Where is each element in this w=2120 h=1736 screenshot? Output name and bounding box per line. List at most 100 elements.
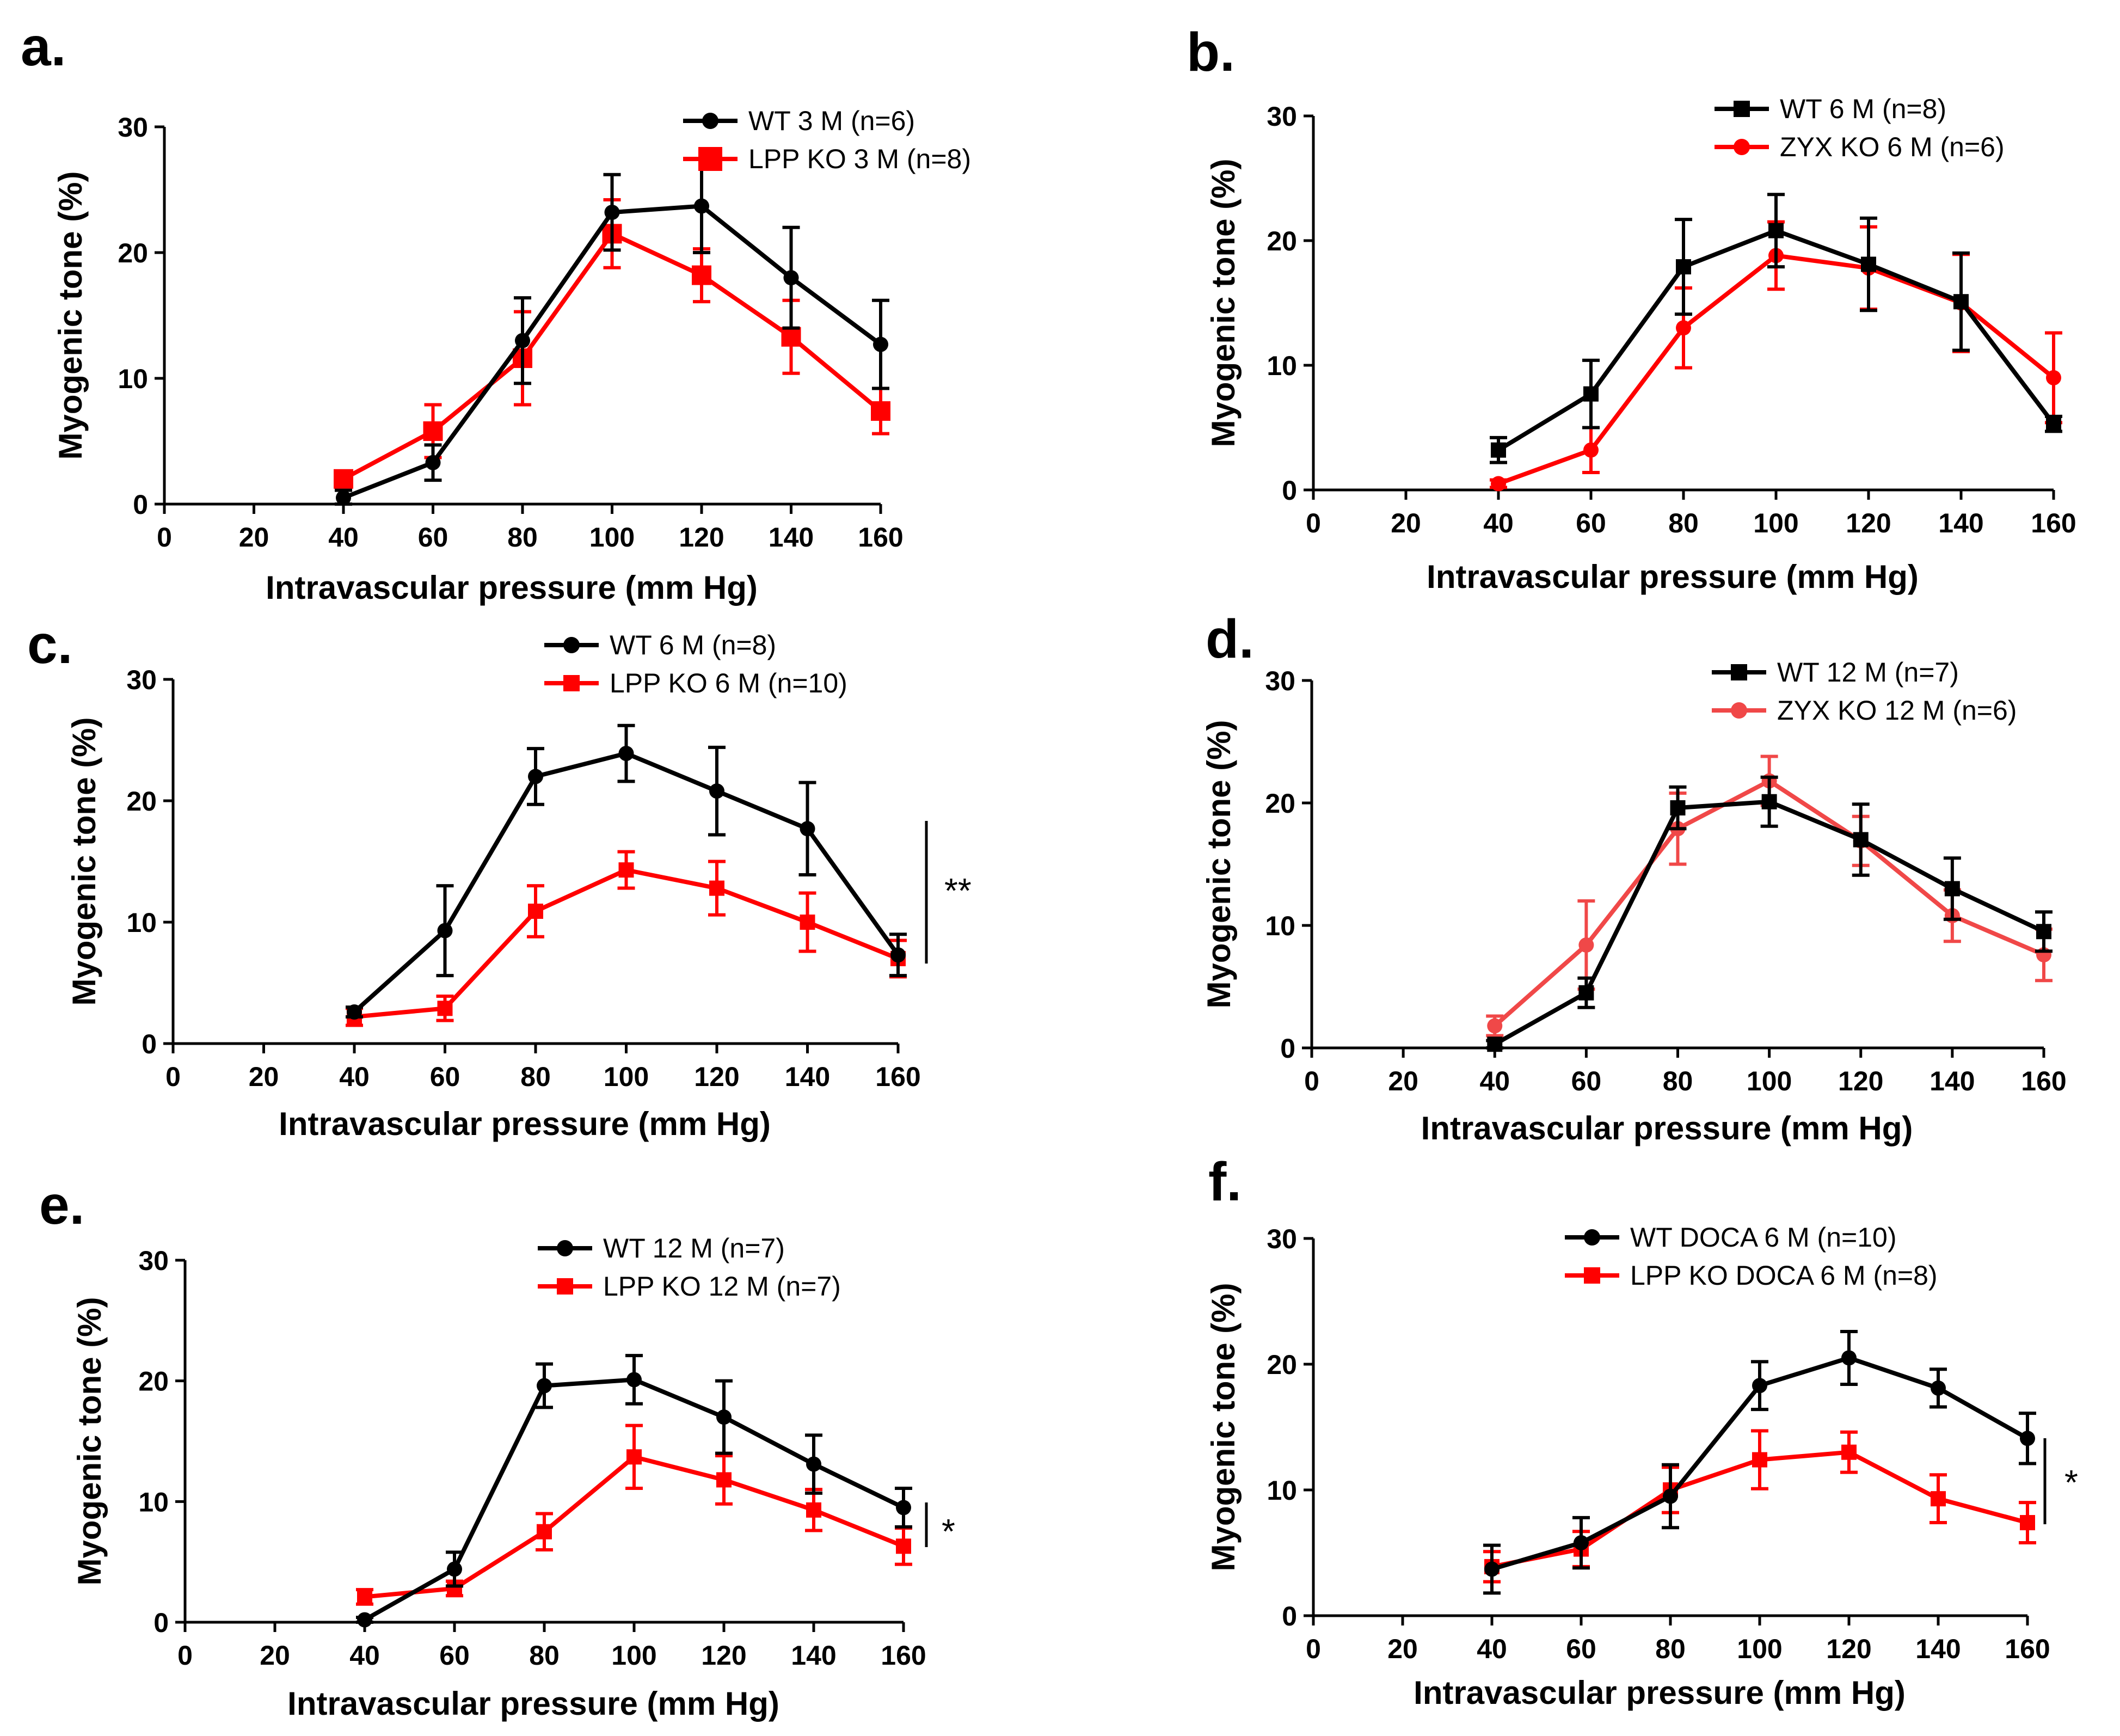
x-tick-label: 20 [239,522,269,553]
y-axis-title: Myogenic tone (%) [52,171,89,459]
data-point [1944,881,1960,897]
legend-item: ZYX KO 6 M (n=6) [1715,132,2005,162]
data-point [1841,1350,1857,1366]
x-tick-label: 100 [589,522,635,553]
series-wt [1486,775,2053,1052]
legend-item: WT DOCA 6 M (n=10) [1565,1222,1896,1253]
legend-label: LPP KO 12 M (n=7) [603,1271,841,1302]
y-tick-label: 20 [1267,226,1297,256]
legend-marker [1584,1267,1600,1284]
data-point [781,327,801,347]
x-tick-label: 140 [769,522,814,553]
x-tick-label: 100 [1737,1634,1782,1664]
series-ko [1483,1429,2036,1584]
data-point [1487,1036,1503,1052]
data-point [1676,259,1691,275]
y-tick-label: 10 [1267,1475,1297,1506]
y-tick-label: 30 [1267,1224,1297,1254]
legend-item: WT 6 M (n=8) [1715,94,1946,124]
data-point [1583,386,1599,402]
data-point [447,1561,462,1577]
x-tick-label: 140 [791,1640,836,1671]
data-point [694,198,709,214]
x-tick-label: 20 [1391,508,1421,538]
series-wt [335,158,889,506]
data-point [2046,416,2061,432]
legend-label: LPP KO DOCA 6 M (n=8) [1630,1260,1938,1291]
data-point [357,1612,372,1628]
data-point [873,336,888,352]
x-tick-label: 120 [1826,1634,1871,1664]
y-tick-label: 10 [126,907,157,938]
data-point [2020,1431,2035,1446]
x-axis-title: Intravascular pressure (mm Hg) [1427,559,1919,595]
x-tick-label: 0 [157,522,172,553]
legend-item: LPP KO 3 M (n=8) [683,144,971,174]
data-point [537,1378,552,1394]
x-tick-label: 0 [1306,1634,1321,1664]
data-point [871,401,890,421]
data-point [2046,370,2061,385]
panel-label: e. [39,1175,84,1236]
data-point [357,1589,372,1605]
x-tick-label: 60 [430,1062,460,1092]
legend-label: ZYX KO 6 M (n=6) [1780,132,2005,162]
legend-label: WT DOCA 6 M (n=10) [1630,1222,1896,1253]
data-point [1752,1452,1767,1468]
y-tick-label: 0 [133,489,148,520]
data-point [1574,1535,1589,1551]
legend-marker [557,1278,573,1295]
data-point [1841,1444,1857,1460]
legend-label: WT 6 M (n=8) [610,630,776,660]
legend-marker [1731,664,1747,680]
x-axis-title: Intravascular pressure (mm Hg) [266,569,758,606]
y-tick-label: 0 [1282,475,1297,506]
data-point [806,1456,821,1472]
x-tick-label: 120 [1838,1066,1883,1096]
legend-item: WT 12 M (n=7) [538,1233,785,1263]
x-tick-label: 140 [1915,1634,1961,1664]
data-point [716,1472,732,1488]
y-tick-label: 20 [126,786,157,817]
data-point [692,265,711,285]
legend-label: ZYX KO 12 M (n=6) [1777,695,2017,726]
y-tick-label: 10 [1265,911,1295,941]
legend-marker [1584,1229,1600,1246]
data-point [626,1449,642,1465]
data-point [618,862,634,878]
chart-panel-f: f. 0 20 40 60 80 100 120 140 160 0 10 20 30 Intravascu… [1205,1151,2078,1711]
legend-item: ZYX KO 12 M (n=6) [1712,695,2017,726]
data-point [1491,476,1506,492]
y-tick-label: 30 [138,1246,169,1276]
data-point [347,1004,362,1020]
series-wt [1490,193,2062,464]
x-axis-title: Intravascular pressure (mm Hg) [279,1106,771,1142]
data-point [1752,1378,1767,1394]
data-point [896,1538,911,1554]
series-line [342,231,882,481]
panel-label: b. [1187,22,1235,83]
x-tick-label: 100 [604,1062,649,1092]
y-tick-label: 30 [1265,666,1295,696]
x-tick-label: 0 [177,1640,193,1671]
x-tick-label: 160 [858,522,903,553]
x-tick-label: 40 [328,522,359,553]
x-tick-label: 40 [1479,1066,1510,1096]
data-point [716,1409,732,1425]
data-point [1487,1018,1503,1034]
x-tick-label: 60 [1566,1634,1596,1664]
data-point [425,455,441,470]
x-tick-label: 40 [349,1640,380,1671]
series-line [354,868,899,1019]
series-line [364,1377,905,1622]
data-point [709,880,724,896]
significance-label: * [2064,1463,2078,1502]
y-tick-label: 20 [1267,1349,1297,1380]
data-point [1670,800,1686,815]
legend-marker [1734,139,1750,155]
chart-panel-a: a. 0 20 40 60 80 100 120 140 160 0 10 20 30 Intravascu… [21,16,971,606]
y-axis-title: Myogenic tone (%) [1201,720,1237,1008]
data-point [1676,320,1691,336]
y-tick-label: 20 [118,238,148,268]
y-axis-title: Myogenic tone (%) [1205,1283,1242,1571]
